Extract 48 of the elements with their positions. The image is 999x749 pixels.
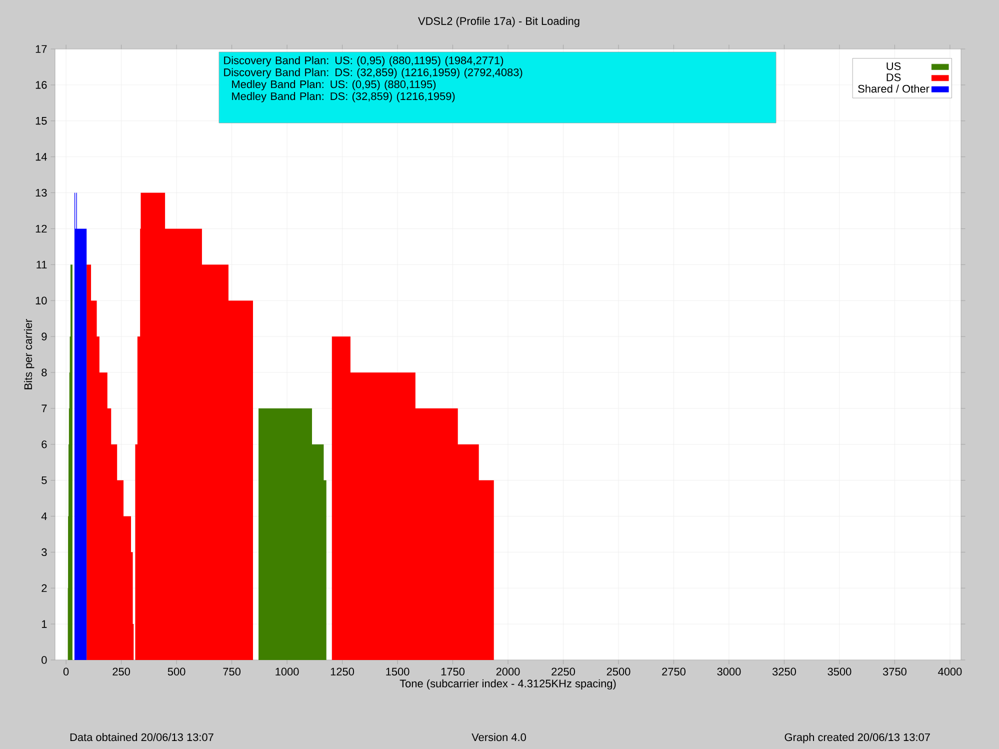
x-tick-label: 1500 bbox=[386, 668, 410, 676]
y-tick-label: 3 bbox=[42, 548, 47, 556]
x-tick-label: 1000 bbox=[276, 668, 299, 676]
x-tick-label: 4000 bbox=[938, 668, 962, 676]
y-tick-label: 4 bbox=[41, 512, 47, 520]
text: US bbox=[886, 62, 901, 70]
y-tick-label: 7 bbox=[42, 404, 47, 412]
y-axis-title: Bits per carrier bbox=[24, 319, 34, 390]
y-tick-label: 8 bbox=[42, 368, 47, 376]
x-tick-label: 3750 bbox=[882, 668, 906, 676]
x-tick-label: 750 bbox=[223, 668, 240, 676]
text: Version 4.0 bbox=[472, 733, 526, 742]
x-tick-label: 250 bbox=[112, 668, 130, 676]
y-tick-label: 13 bbox=[36, 188, 47, 197]
x-tick-label: 1250 bbox=[330, 668, 354, 676]
y-tick-label: 15 bbox=[36, 117, 47, 125]
y-tick-label: 6 bbox=[42, 440, 47, 448]
x-tick-label: 2500 bbox=[606, 668, 630, 676]
chart-title: VDSL2 (Profile 17a) - Bit Loading bbox=[418, 16, 580, 28]
annotation: Discovery Band Plan: US: (0,95) (880,1195) (1984,2771) bbox=[224, 56, 504, 66]
text: Data obtained 20/06/13 13:07 bbox=[70, 733, 214, 742]
y-tick-label: 11 bbox=[36, 260, 47, 268]
x-tick-label: 3000 bbox=[717, 668, 741, 676]
y-tick-label: 1 bbox=[42, 620, 47, 628]
x-tick-label: 1750 bbox=[441, 668, 465, 676]
x-tick-label: 2000 bbox=[496, 668, 520, 676]
y-tick-label: 14 bbox=[36, 153, 47, 161]
annotation: Medley Band Plan: DS: (32,859) (1216,1959) bbox=[232, 92, 455, 102]
x-axis-title: Tone (subcarrier index - 4.3125KHz spacing) bbox=[400, 679, 616, 690]
text: Graph created 20/06/13 13:07 bbox=[784, 733, 930, 744]
x-tick-label: 0 bbox=[63, 668, 69, 676]
x-tick-label: 2750 bbox=[662, 668, 686, 676]
x-tick-label: 2250 bbox=[552, 668, 575, 676]
x-tick-label: 500 bbox=[168, 668, 186, 676]
y-tick-label: 17 bbox=[36, 45, 47, 53]
x-tick-label: 3500 bbox=[828, 668, 852, 676]
y-tick-label: 9 bbox=[42, 332, 47, 340]
annotation: Medley Band Plan: US: (0,95) (880,1195) bbox=[232, 80, 436, 90]
y-tick-label: 0 bbox=[42, 656, 47, 664]
y-tick-label: 5 bbox=[42, 476, 47, 484]
legend-label: Shared / Other bbox=[858, 84, 930, 93]
y-tick-label: 16 bbox=[36, 81, 47, 89]
text: DS bbox=[886, 73, 901, 82]
y-tick-label: 10 bbox=[36, 296, 47, 304]
y-tick-label: 2 bbox=[42, 584, 47, 592]
x-tick-label: 3250 bbox=[772, 668, 796, 676]
y-tick-label: 12 bbox=[36, 224, 47, 233]
annotation: Discovery Band Plan: DS: (32,859) (1216,1959) (2792,4083) bbox=[224, 68, 522, 78]
